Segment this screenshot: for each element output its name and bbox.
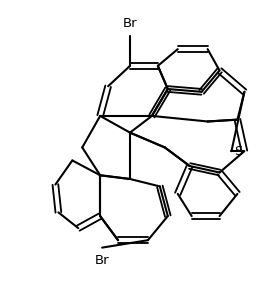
- Text: Br: Br: [123, 17, 137, 30]
- Text: Br: Br: [95, 254, 110, 267]
- Text: S: S: [234, 145, 242, 158]
